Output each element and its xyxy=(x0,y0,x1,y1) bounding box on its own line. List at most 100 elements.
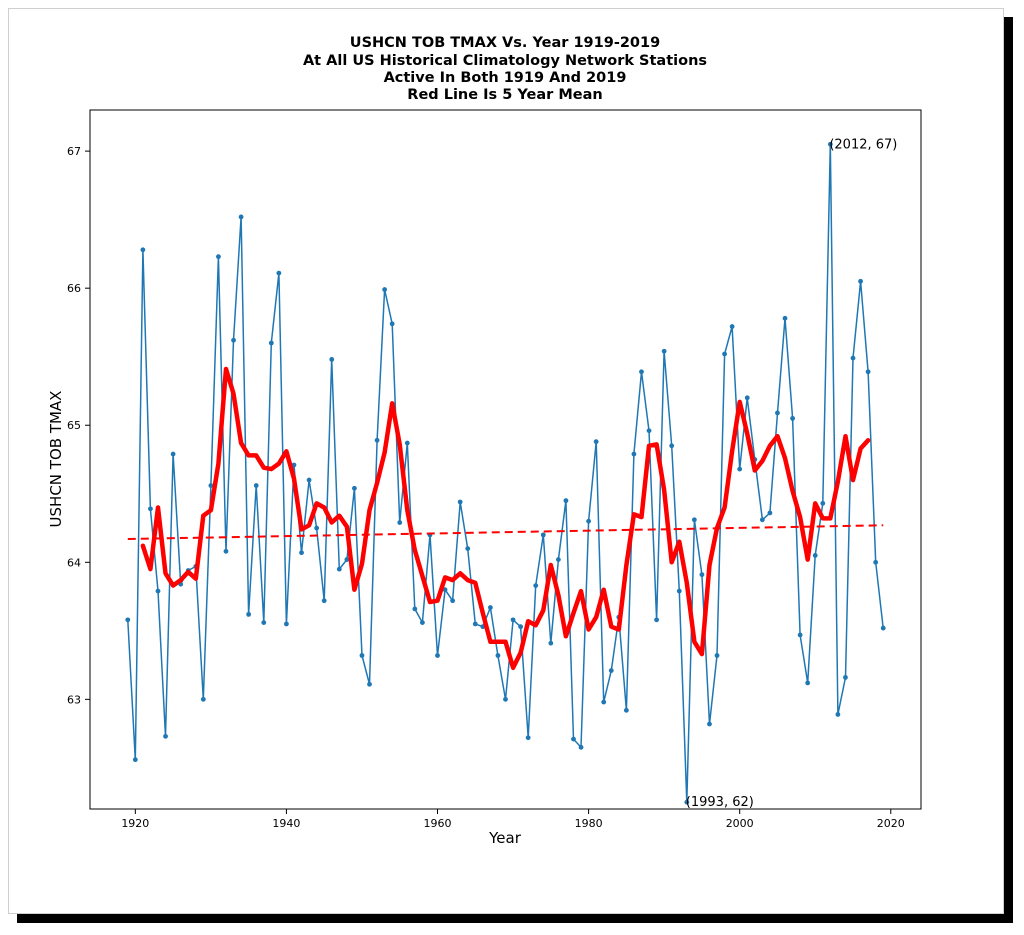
annual-point xyxy=(132,757,138,763)
title-line-4: Red Line Is 5 Year Mean xyxy=(407,87,602,103)
annual-point xyxy=(722,351,727,357)
five-year-mean-line xyxy=(140,366,871,671)
annual-point xyxy=(571,736,576,742)
y-tick-label: 63 xyxy=(67,693,81,706)
annual-point xyxy=(344,557,350,562)
annual-point xyxy=(880,625,886,631)
annual-point xyxy=(495,653,501,658)
annual-point xyxy=(382,287,388,292)
annual-point xyxy=(253,483,259,488)
chart: USHCN TOB TMAX Vs. Year 1919-2019 At All… xyxy=(47,35,922,847)
y-tick-label: 67 xyxy=(67,145,81,158)
annual-point xyxy=(744,395,750,401)
annual-point xyxy=(593,439,599,445)
annual-point xyxy=(608,668,614,673)
annual-point xyxy=(790,415,795,421)
annual-point xyxy=(812,553,818,558)
trend-line xyxy=(127,524,884,540)
annual-point xyxy=(299,550,304,556)
annual-point xyxy=(231,337,236,343)
annual-point xyxy=(661,348,667,354)
annual-point xyxy=(729,324,735,329)
annual-point xyxy=(518,624,524,630)
annual-point xyxy=(321,598,327,604)
annual-point xyxy=(714,653,720,658)
annual-point xyxy=(767,510,773,516)
y-tick-label: 66 xyxy=(67,282,81,295)
annual-point xyxy=(563,498,569,504)
title-line-1: USHCN TOB TMAX Vs. Year 1919-2019 xyxy=(350,35,660,51)
annual-point xyxy=(246,611,252,617)
annual-point xyxy=(314,525,320,531)
x-tick-label: 1940 xyxy=(272,817,300,830)
annual-point xyxy=(457,499,463,505)
annual-point xyxy=(140,247,146,253)
annual-point xyxy=(238,214,244,220)
annual-point xyxy=(200,696,206,702)
annual-point xyxy=(412,606,418,612)
annual-point xyxy=(865,369,871,375)
point-annotation: (1993, 62) xyxy=(686,795,754,810)
annual-point xyxy=(420,620,425,625)
annual-point xyxy=(435,653,440,658)
annotations: (2012, 67) (1993, 62) xyxy=(686,137,898,810)
annual-point xyxy=(268,340,274,346)
annual-point xyxy=(601,699,607,705)
annual-point xyxy=(850,355,856,361)
annual-point xyxy=(820,500,826,506)
annual-point xyxy=(782,315,788,321)
annual-point xyxy=(654,617,659,623)
x-axis: 1920 1940 1960 1980 2000 2020 xyxy=(121,809,905,830)
annual-point xyxy=(503,696,508,702)
annual-point xyxy=(775,410,780,416)
annual-point xyxy=(646,428,652,434)
annual-point xyxy=(148,506,153,512)
x-tick-label: 1980 xyxy=(575,817,603,830)
annual-point xyxy=(389,321,395,327)
annual-point xyxy=(208,483,214,488)
annual-point xyxy=(540,532,546,538)
annual-point xyxy=(404,440,410,446)
x-tick-label: 1920 xyxy=(121,817,149,830)
y-tick-label: 64 xyxy=(67,556,81,569)
annual-point xyxy=(367,681,372,687)
annual-point xyxy=(465,546,471,551)
annual-point xyxy=(284,621,289,627)
annual-point xyxy=(797,632,803,638)
annual-point xyxy=(623,707,629,713)
annual-point xyxy=(691,517,697,523)
annual-point xyxy=(759,517,765,523)
annual-point xyxy=(639,369,644,375)
annual-point xyxy=(707,721,712,727)
annual-point xyxy=(223,548,229,554)
annual-point xyxy=(276,270,282,276)
annual-point xyxy=(843,675,848,680)
y-tick-label: 65 xyxy=(67,419,81,432)
annual-point xyxy=(676,588,682,594)
annual-point xyxy=(442,587,448,593)
annual-point xyxy=(555,557,561,562)
annual-point xyxy=(684,799,690,805)
annual-point xyxy=(805,680,811,686)
annual-point xyxy=(155,588,161,594)
y-axis-label: USHCN TOB TMAX xyxy=(47,391,65,528)
annual-point xyxy=(578,744,584,750)
annual-point xyxy=(359,653,365,658)
x-tick-label: 2000 xyxy=(726,817,754,830)
annual-point xyxy=(261,620,267,625)
annual-point xyxy=(510,617,516,623)
annual-point xyxy=(548,640,554,646)
plot-area xyxy=(89,109,922,810)
x-tick-label: 1960 xyxy=(424,817,452,830)
series-layer xyxy=(125,141,886,805)
annual-point xyxy=(669,443,675,449)
annual-point xyxy=(336,566,342,572)
annual-point xyxy=(374,437,380,443)
annual-point xyxy=(873,559,879,565)
annual-point xyxy=(835,712,841,717)
title-line-3: Active In Both 1919 And 2019 xyxy=(384,70,627,86)
annual-point xyxy=(306,477,312,483)
annual-point xyxy=(329,357,335,362)
annual-point xyxy=(533,583,539,588)
annual-point xyxy=(858,278,863,284)
